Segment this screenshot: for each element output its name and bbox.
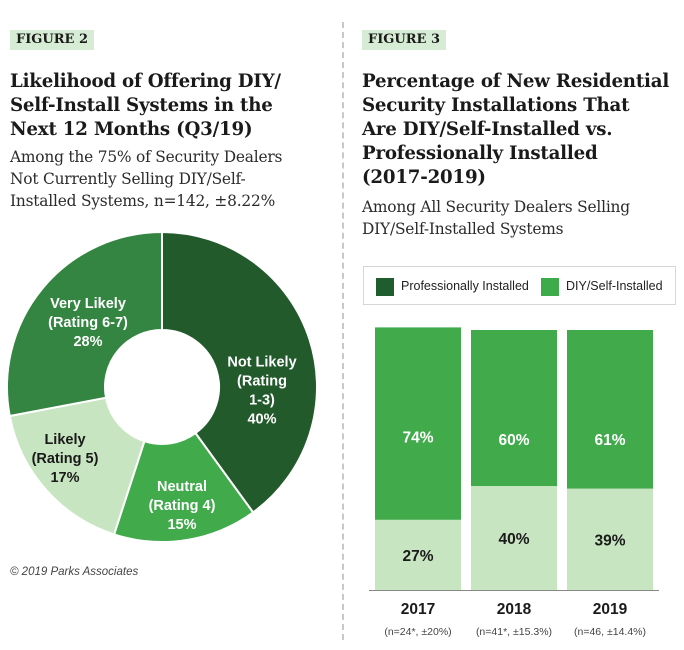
donut-chart: Not Likely (Rating 1-3) 40%Neutral (Rating 4… (6, 230, 318, 543)
bar-diy-2018 (471, 330, 557, 486)
subtitle-line: Installed Systems, n=142, ±8.22% (10, 192, 276, 210)
chart-legend: Professionally Installed DIY/Self-Instal… (363, 266, 676, 305)
legend-label-professional: Professionally Installed (401, 279, 529, 293)
bar-label-diy-2019: 61% (594, 432, 625, 449)
figure3-title: Percentage of New Residential Security I… (362, 70, 669, 190)
title-line: (2017-2019) (362, 167, 486, 188)
category-note-2018: (n=41*, ±15.3%) (476, 626, 552, 638)
title-line: Percentage of New Residential (362, 71, 670, 92)
slice-label-neutral: Neutral (Rating 4) 15% (149, 479, 216, 533)
bar-label-professional-2018: 40% (498, 531, 529, 548)
stacked-bar-chart: 27% 74% 2017 (n=24*, ±20%) 40% 60% 2018 (n=41*,… (369, 327, 659, 638)
title-line: Likelihood of Offering DIY/ (10, 71, 281, 92)
slice-label-likely: Likely (Rating 5) 17% (32, 432, 99, 486)
figure2-subtitle: Among the 75% of Security Dealers Not Cu… (10, 146, 282, 212)
title-line: Professionally Installed (362, 143, 598, 164)
title-line: Self-Install Systems in the (10, 95, 273, 116)
slice-neutral (112, 431, 255, 543)
slice-very-likely (6, 230, 163, 418)
slice-label-not-likely: Not Likely (Rating 1-3) 40% (227, 355, 296, 428)
bar-label-diy-2018: 60% (498, 432, 529, 449)
title-line: Security Installations That (362, 95, 630, 116)
subtitle-line: DIY/Self-Installed Systems (362, 220, 564, 238)
bar-professional-2017 (375, 519, 461, 590)
bar-diy-2017 (375, 327, 461, 520)
legend-label-diy: DIY/Self-Installed (566, 279, 663, 293)
bar-professional-2018 (471, 486, 557, 590)
figure3-subtitle: Among All Security Dealers Selling DIY/S… (362, 196, 630, 240)
category-label-2019: 2019 (593, 601, 628, 618)
category-note-2017: (n=24*, ±20%) (384, 626, 451, 638)
subtitle-line: Among the 75% of Security Dealers (10, 148, 283, 166)
bar-label-professional-2017: 27% (402, 548, 433, 565)
category-note-2019: (n=46, ±14.4%) (574, 626, 646, 638)
copyright-text: © 2019 Parks Associates (10, 566, 139, 578)
legend-swatch-professional (376, 278, 394, 296)
figure-divider (342, 22, 344, 640)
category-label-2017: 2017 (401, 601, 435, 618)
bar-label-diy-2017: 74% (402, 429, 433, 446)
figure3-tag: FIGURE 3 (362, 30, 447, 50)
title-line: Are DIY/Self-Installed vs. (362, 119, 613, 140)
slice-label-very-likely: Very Likely (Rating 6-7) 28% (48, 296, 128, 350)
subtitle-line: Not Currently Selling DIY/Self- (10, 170, 246, 188)
bar-label-professional-2019: 39% (594, 532, 625, 549)
title-line: Next 12 Months (Q3/19) (10, 119, 253, 140)
legend-swatch-diy (541, 278, 559, 296)
slice-not-likely (161, 230, 318, 514)
bar-diy-2019 (567, 330, 653, 489)
figure2-title: Likelihood of Offering DIY/ Self-Install… (10, 70, 281, 142)
subtitle-line: Among All Security Dealers Selling (362, 198, 630, 216)
category-label-2018: 2018 (497, 601, 532, 618)
bar-professional-2019 (567, 488, 653, 590)
slice-likely (8, 396, 146, 536)
figure2-tag: FIGURE 2 (10, 30, 95, 50)
